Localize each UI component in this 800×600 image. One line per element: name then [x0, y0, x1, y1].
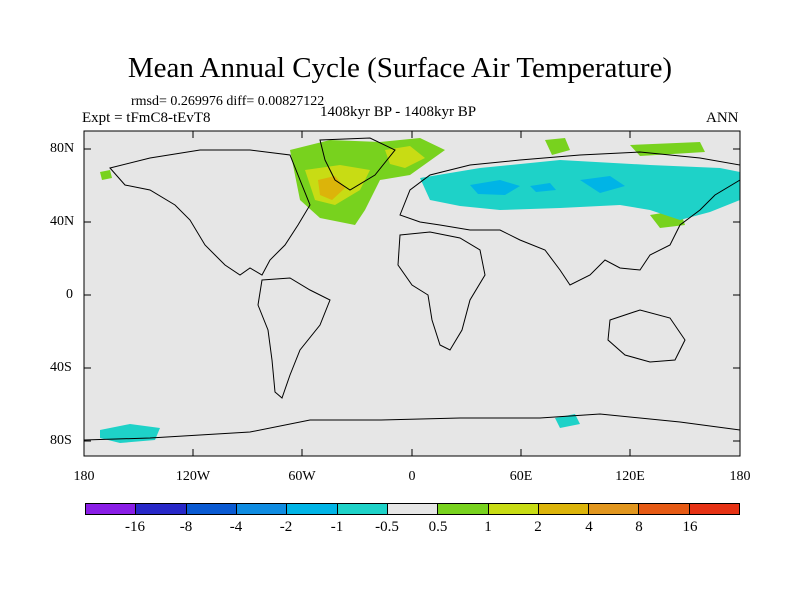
lat-label-0: 0 — [66, 287, 73, 302]
colorbar-label: -16 — [125, 519, 145, 535]
colorbar-swatch — [639, 504, 690, 514]
colorbar-label: -8 — [179, 519, 193, 535]
anomaly-shading — [100, 138, 740, 443]
colorbar-label: 1 — [484, 519, 492, 535]
colorbar-swatch — [689, 504, 740, 514]
lat-label-40s: 40S — [50, 360, 72, 375]
colorbar-swatch — [488, 504, 539, 514]
colorbar — [85, 503, 740, 515]
colorbar-label: -1 — [330, 519, 344, 535]
colorbar-swatch — [186, 504, 237, 514]
experiment-label: Expt = tFmC8-tEvT8 — [82, 110, 211, 126]
lon-label-120w: 120W — [175, 469, 211, 484]
colorbar-swatch — [287, 504, 338, 514]
plot-title: Mean Annual Cycle (Surface Air Temperatu… — [127, 52, 673, 84]
colorbar-swatch — [86, 504, 137, 514]
colorbar-swatch — [136, 504, 187, 514]
lon-label-60e: 60E — [509, 469, 533, 484]
colorbar-label: -0.5 — [375, 519, 399, 535]
colorbar-swatch — [438, 504, 489, 514]
lon-label-180w: 180 — [73, 469, 95, 484]
colorbar-swatch — [589, 504, 640, 514]
lat-label-40n: 40N — [50, 214, 75, 229]
colorbar-swatch — [337, 504, 388, 514]
colorbar-swatch — [236, 504, 288, 514]
lat-label-80s: 80S — [50, 433, 72, 448]
season-label: ANN — [706, 110, 739, 126]
colorbar-label: -4 — [229, 519, 243, 535]
lon-label-0: 0 — [408, 469, 416, 484]
lon-label-180e: 180 — [729, 469, 751, 484]
axis-ticks — [84, 131, 740, 456]
colorbar-label: 16 — [682, 519, 698, 535]
colorbar-label: -2 — [279, 519, 293, 535]
lon-label-120e: 120E — [615, 469, 645, 484]
lon-label-60w: 60W — [288, 469, 316, 484]
colorbar-swatch — [538, 504, 590, 514]
stats-text: rmsd= 0.269976 diff= 0.00827122 — [131, 94, 325, 109]
colorbar-label: 4 — [585, 519, 593, 535]
period-label: 1408kyr BP - 1408kyr BP — [320, 104, 477, 120]
lat-label-80n: 80N — [50, 141, 75, 156]
colorbar-label: 0.5 — [428, 519, 448, 535]
colorbar-swatch — [387, 504, 439, 514]
coastlines — [83, 137, 741, 441]
colorbar-label: 2 — [534, 519, 542, 535]
colorbar-label: 8 — [635, 519, 643, 535]
